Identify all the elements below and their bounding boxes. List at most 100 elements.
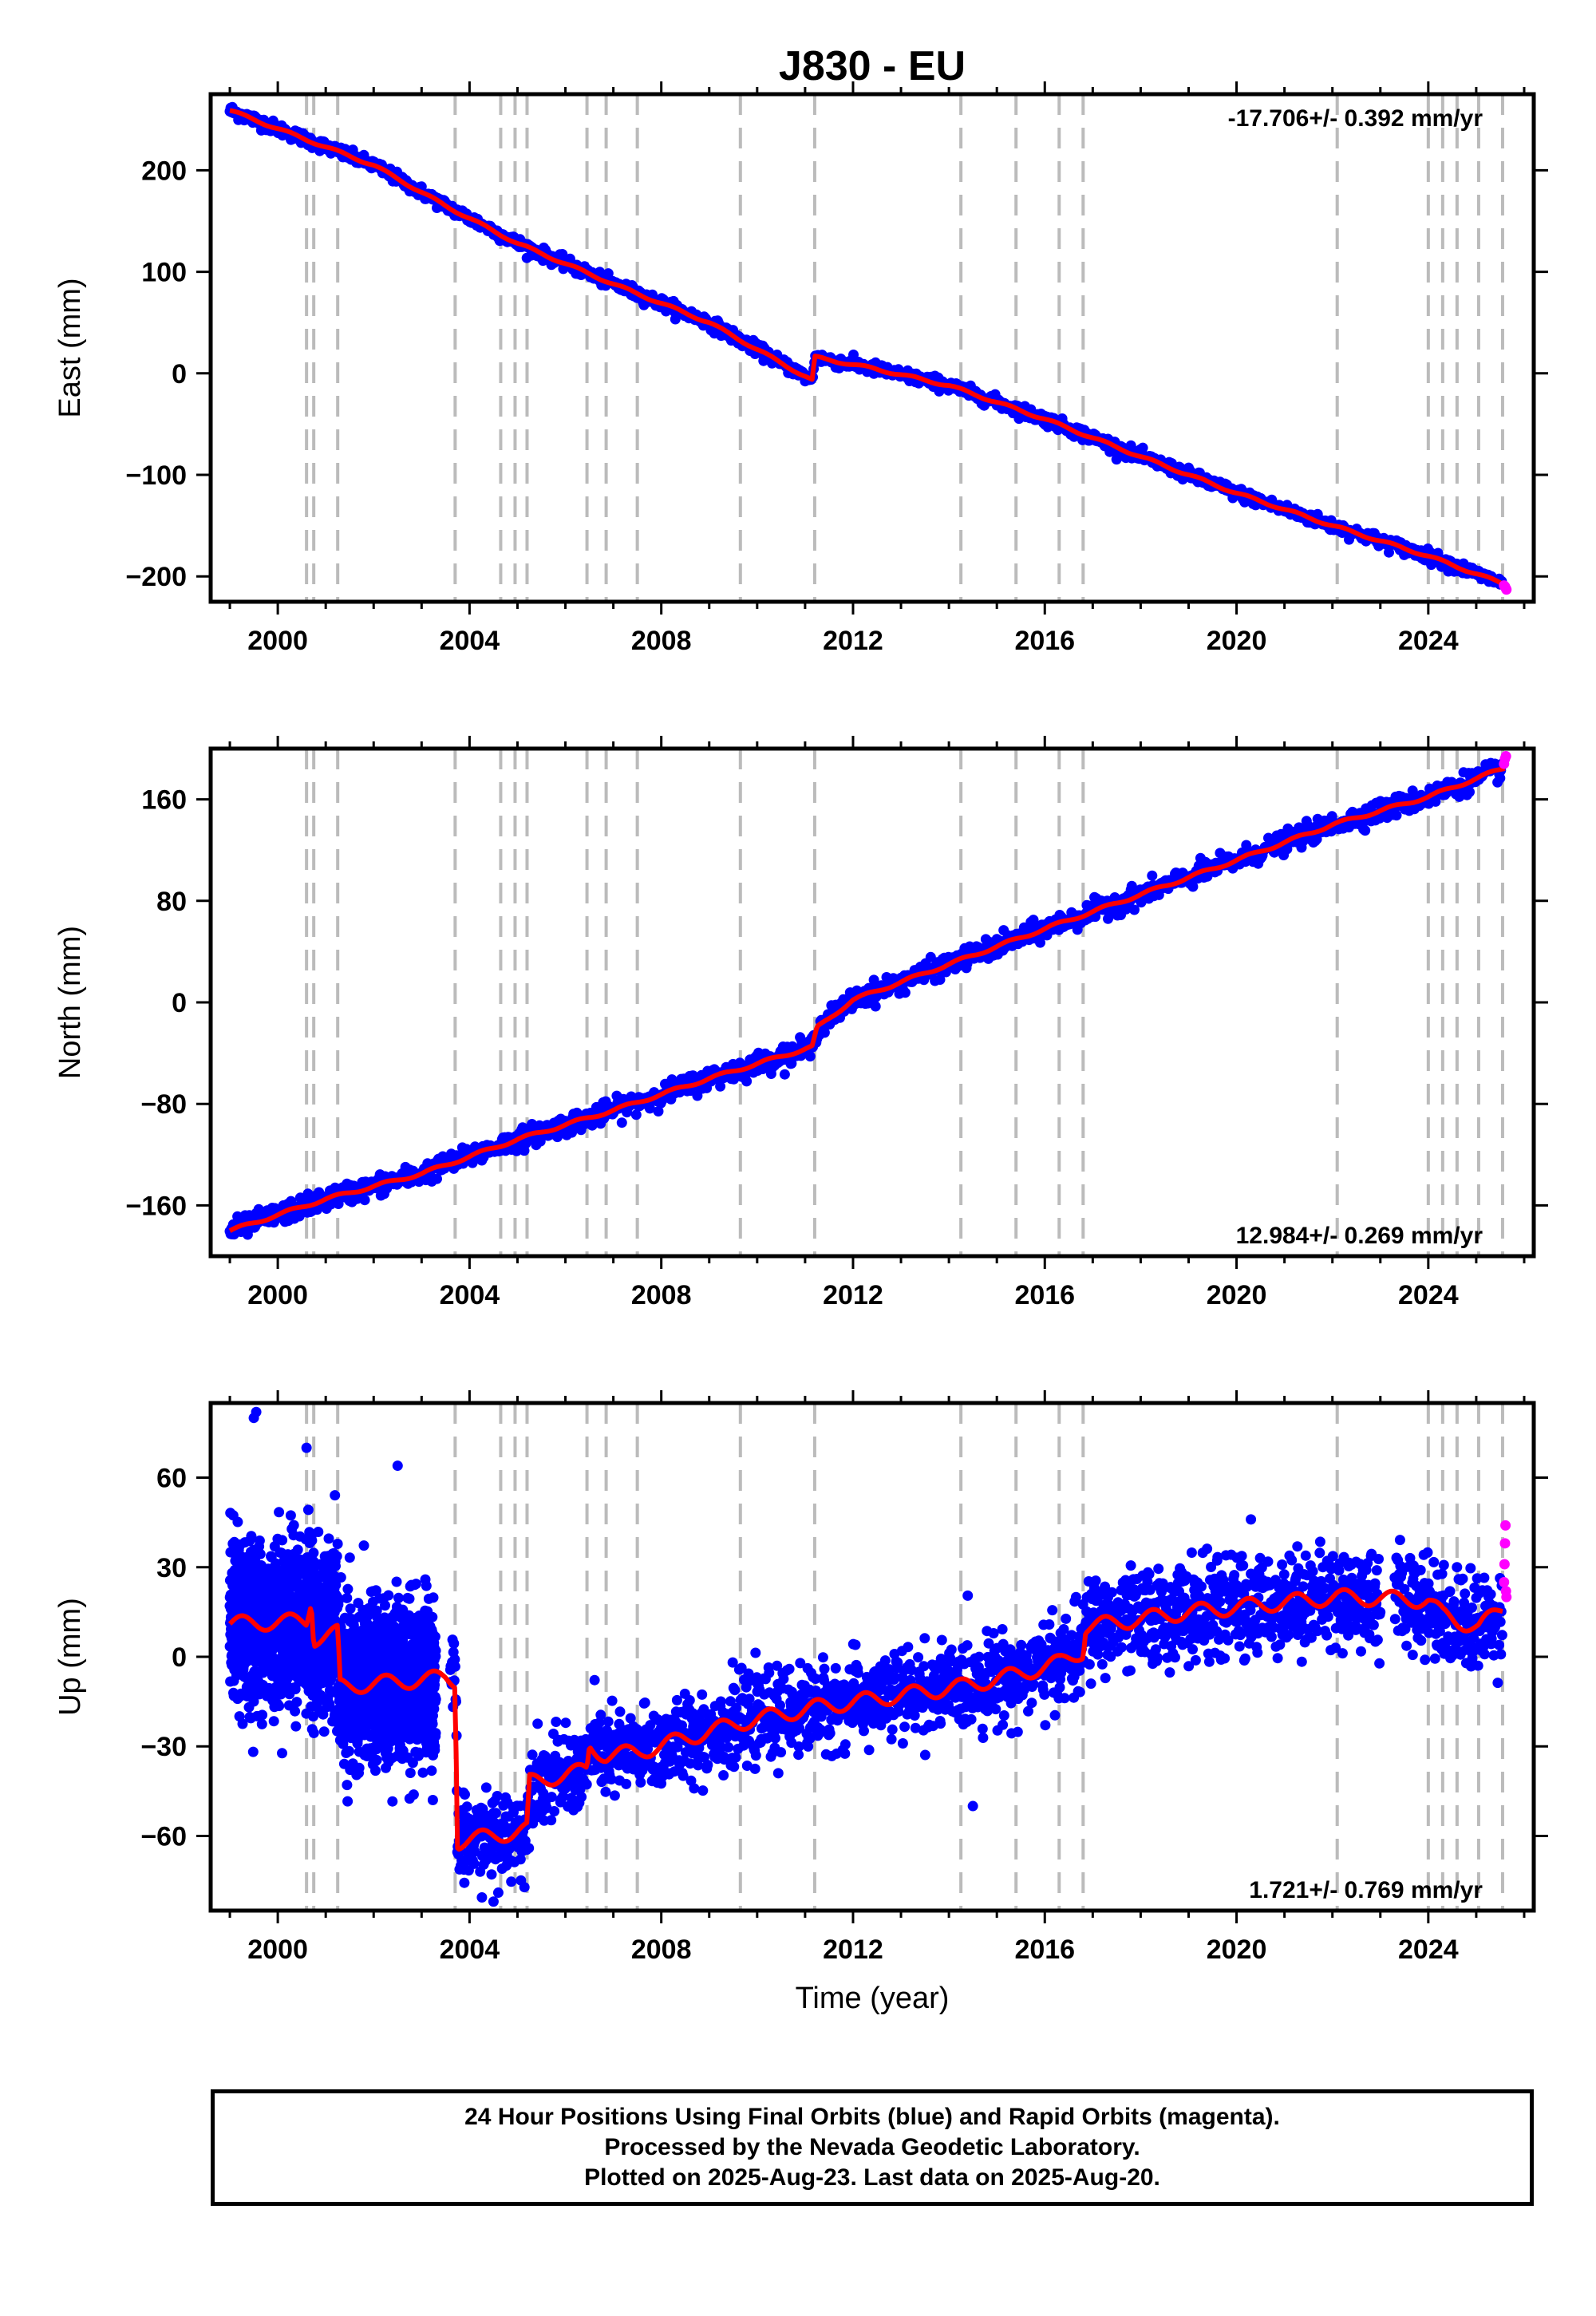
final-point [1391,810,1402,821]
y-tick-label-north: 0 [172,988,187,1018]
final-point [274,1507,285,1518]
final-point [342,1780,353,1791]
y-tick-label-north: 160 [141,785,187,816]
x-tick-label-north: 2000 [247,1280,308,1310]
final-orbit-points-up [224,1406,1507,1907]
final-point [256,1718,267,1729]
final-point [290,1705,301,1717]
final-point [344,1745,354,1757]
final-point [370,1765,381,1777]
final-point [277,1535,288,1546]
final-point [359,1195,370,1206]
final-point [1464,786,1475,797]
final-point [313,1527,324,1537]
final-point [342,1583,354,1595]
final-point [268,1716,279,1727]
rate-label-north: 12.984+/- 0.269 mm/yr [1236,1223,1483,1249]
final-point [285,1510,296,1521]
x-tick-label-east: 2020 [1207,626,1267,656]
panel-east: 2000 2004 2008 2012 2016 2020 2024 −200 −100 0 100… [53,81,1548,656]
y-tick-label-east: −200 [125,562,187,592]
final-point [254,1535,265,1546]
final-point [302,1504,314,1516]
rapid-orbit-points-north [1499,751,1511,769]
final-point [277,1748,287,1759]
plot-area-up [224,1403,1512,1911]
final-point [1384,547,1394,558]
y-tick-label-east: −100 [125,460,187,491]
panel-north: 2000 2004 2008 2012 2016 2020 2024 −160 −80 0 80 16… [53,736,1548,1310]
panel-up: 2000 2004 2008 2012 2016 2020 2024−60−3003060U… [53,1390,1548,1965]
x-tick-label-north: 2020 [1207,1280,1267,1310]
x-tick-label-north: 2012 [823,1280,883,1310]
final-point [899,987,911,998]
final-point [308,1728,319,1738]
final-point [232,1516,243,1528]
x-tick-label-north: 2004 [440,1280,500,1310]
final-point [274,1701,285,1712]
final-point [371,1754,382,1765]
rapid-point [1501,584,1512,595]
plot-area-north [224,749,1511,1256]
final-point [292,1544,303,1555]
final-point [644,1103,655,1114]
final-point [255,1548,266,1559]
final-point [342,1592,353,1603]
panel-frame-east [208,92,1536,604]
final-point [1137,442,1148,453]
final-point [1147,870,1158,881]
final-point [653,1106,664,1117]
final-point [630,1109,642,1120]
final-point [602,268,614,279]
figure-title: J830 - EU [779,43,966,89]
x-tick-label-east: 2008 [631,626,692,656]
final-point [616,1117,627,1128]
final-point [557,249,568,259]
x-tick-label-east: 2024 [1398,626,1459,656]
final-point [331,1551,342,1562]
final-point [332,1539,343,1549]
rapid-orbit-points-east [1499,580,1512,595]
final-point [804,1051,816,1062]
final-point [870,1001,881,1012]
x-tick-label-east: 2004 [440,626,500,656]
y-tick-label-north: −80 [140,1089,187,1120]
y-tick-label-north: 80 [156,887,187,917]
final-point [306,1535,318,1546]
x-tick-label-east: 2012 [823,626,883,656]
final-point [358,1540,369,1551]
final-point [290,1721,302,1732]
y-axis-title-north: North (mm) [53,926,87,1079]
final-point [819,1027,830,1038]
x-tick-label-north: 2008 [631,1280,692,1310]
y-tick-label-north: −160 [125,1191,187,1221]
final-point [741,1076,753,1087]
plot-area-east [224,94,1512,602]
x-tick-label-east: 2000 [247,626,308,656]
final-point [786,1058,797,1069]
final-point [330,1560,341,1571]
final-point [354,1762,365,1773]
x-tick-label-north: 2016 [1014,1280,1075,1310]
y-tick-label-east: 200 [141,156,187,186]
x-tick-label-east: 2016 [1014,626,1075,656]
x-tick-label-north: 2024 [1398,1280,1459,1310]
model-fit-line-east [228,108,1507,587]
final-point [779,1069,790,1080]
final-point [432,1173,442,1184]
final-point [257,1709,268,1721]
y-axis-title-east: East (mm) [53,278,87,417]
final-point [308,1547,319,1559]
final-point [330,1490,341,1501]
final-point [318,1726,330,1737]
y-tick-label-east: 100 [141,258,187,288]
final-point [342,1796,354,1807]
panels: 2000 2004 2008 2012 2016 2020 2024−200−1000100… [53,81,1548,1965]
final-point [1360,825,1371,836]
final-orbit-points-east [224,101,1507,590]
final-point [715,1081,726,1092]
final-point [291,1697,302,1708]
y-tick-label-east: 0 [172,359,187,389]
